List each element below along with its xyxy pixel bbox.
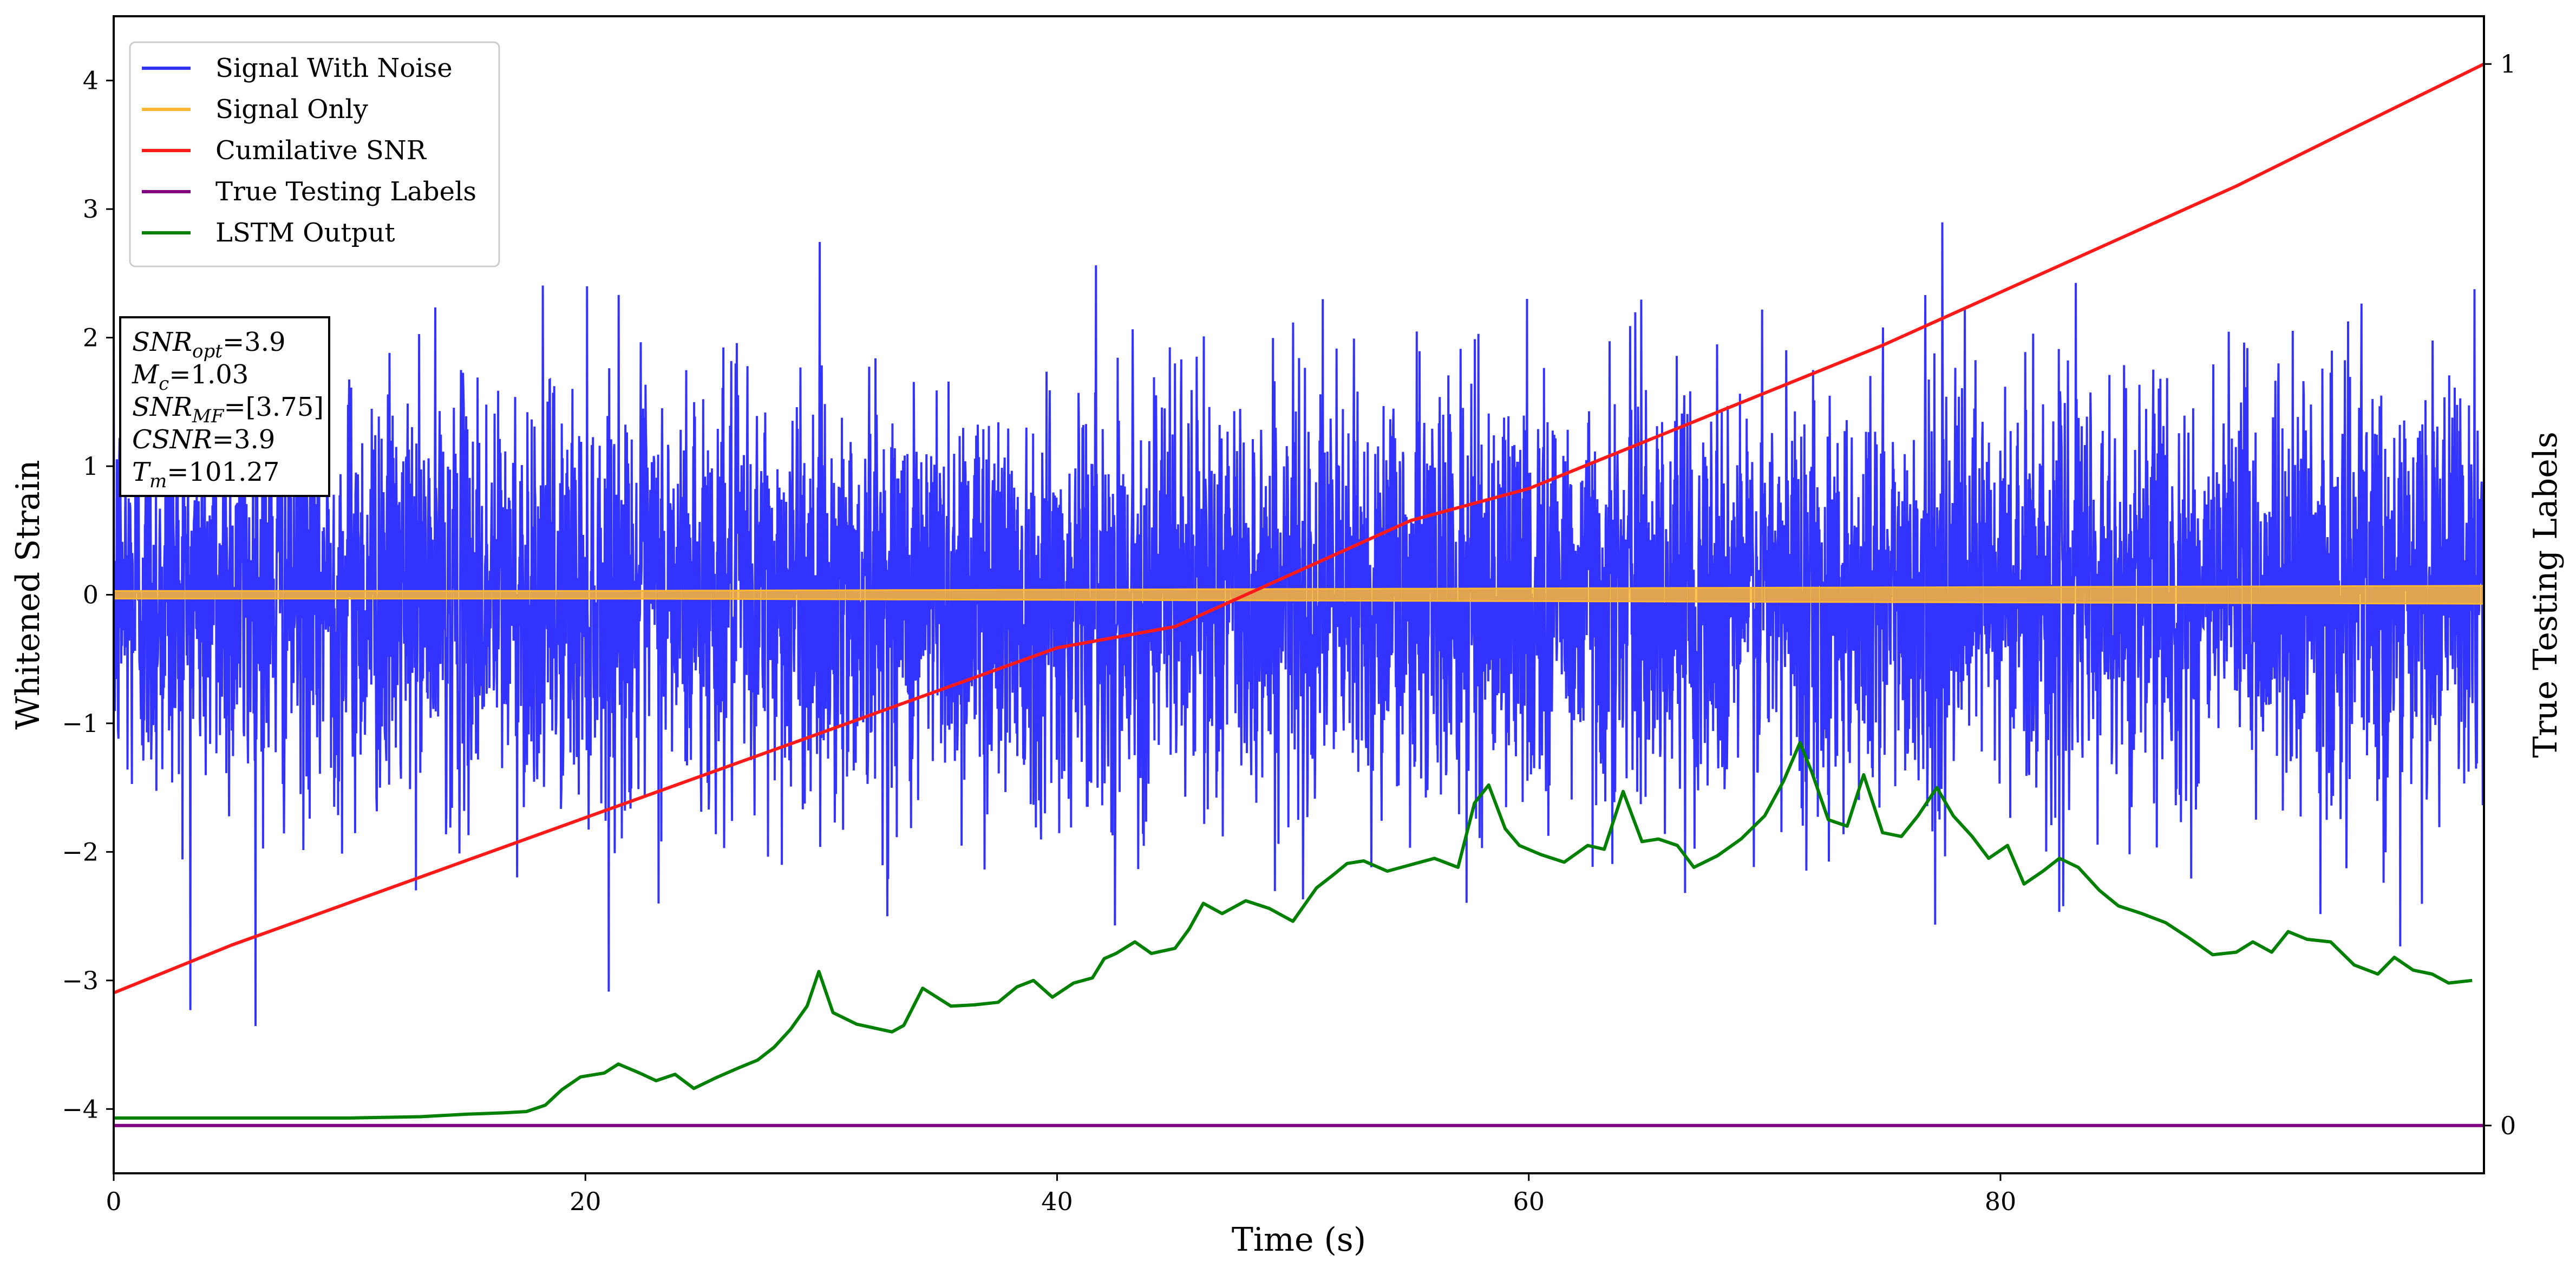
series-lstm-output xyxy=(114,741,2473,1120)
legend-label: Signal Only xyxy=(215,94,368,125)
annotation-value: =3.9 xyxy=(212,424,276,455)
y-tick-label: −3 xyxy=(62,966,99,995)
x-axis-label: Time (s) xyxy=(1232,1221,1366,1259)
y-tick-label: 2 xyxy=(83,323,99,352)
y-axis-label: Whitened Strain xyxy=(9,460,47,729)
series-cumilative-snr xyxy=(114,62,2484,995)
legend-label: Signal With Noise xyxy=(215,53,453,83)
y-tick-label: 1 xyxy=(83,452,99,481)
series-signal-with-noise xyxy=(114,222,2484,1027)
y-tick-label: −1 xyxy=(62,709,99,738)
annotation-symbol: SNR xyxy=(132,392,192,422)
series-signal-only xyxy=(114,585,2484,605)
annotation-line: Tm=101.27 xyxy=(132,457,279,492)
x-tick-label: 40 xyxy=(1041,1187,1073,1216)
annotation-frame xyxy=(119,316,330,497)
annotation-value: =1.03 xyxy=(169,360,249,390)
annotation-symbol: CSNR xyxy=(132,424,212,455)
annotation-symbol: M xyxy=(132,360,160,390)
y-axis-ticks: −4 −3 −2 −1 0 1 2 3 4 xyxy=(62,66,114,1123)
y2-tick-label: 0 xyxy=(2500,1111,2516,1140)
legend-label: LSTM Output xyxy=(215,218,395,248)
annotation-line: Mc=1.03 xyxy=(132,360,249,395)
annotation-subscript: MF xyxy=(192,406,225,427)
annotation-value: =[3.75] xyxy=(224,392,324,422)
legend-frame xyxy=(129,41,500,267)
y2-tick-label: 1 xyxy=(2500,49,2516,79)
y-tick-label: −4 xyxy=(62,1094,99,1123)
y-tick-label: −2 xyxy=(62,837,99,866)
y-tick-label: 4 xyxy=(83,66,99,95)
y-tick-label: 0 xyxy=(83,580,99,610)
annotation-value: =101.27 xyxy=(167,457,279,487)
annotation-symbol: T xyxy=(132,457,151,487)
x-tick-label: 80 xyxy=(1985,1187,2017,1216)
legend-label: True Testing Labels xyxy=(215,177,476,207)
x-tick-label: 60 xyxy=(1513,1187,1545,1216)
y2-axis-label: True Testing Labels xyxy=(2527,432,2565,758)
y2-axis-ticks: 01 xyxy=(2484,49,2516,1140)
x-tick-label: 0 xyxy=(106,1187,121,1216)
plot-area xyxy=(114,62,2484,1127)
annotation-value: =3.9 xyxy=(223,327,286,357)
annotation-subscript: opt xyxy=(192,341,223,362)
x-axis-ticks: 0 20 40 60 80 xyxy=(106,1173,2016,1216)
x-tick-label: 20 xyxy=(570,1187,601,1216)
annotation-subscript: m xyxy=(149,471,167,492)
annotation-line: CSNR=3.9 xyxy=(132,424,275,455)
annotation-box: SNRopt=3.9Mc=1.03SNRMF=[3.75]CSNR=3.9Tm=… xyxy=(119,316,330,497)
legend: Signal With Noise Signal Only Cumilative S… xyxy=(129,41,500,267)
legend-label: Cumilative SNR xyxy=(215,135,427,166)
annotation-subscript: c xyxy=(159,373,169,395)
annotation-symbol: SNR xyxy=(132,327,192,357)
y-tick-label: 3 xyxy=(83,194,99,224)
annotation-line: SNRopt=3.9 xyxy=(132,327,286,362)
annotation-line: SNRMF=[3.75] xyxy=(132,392,324,427)
